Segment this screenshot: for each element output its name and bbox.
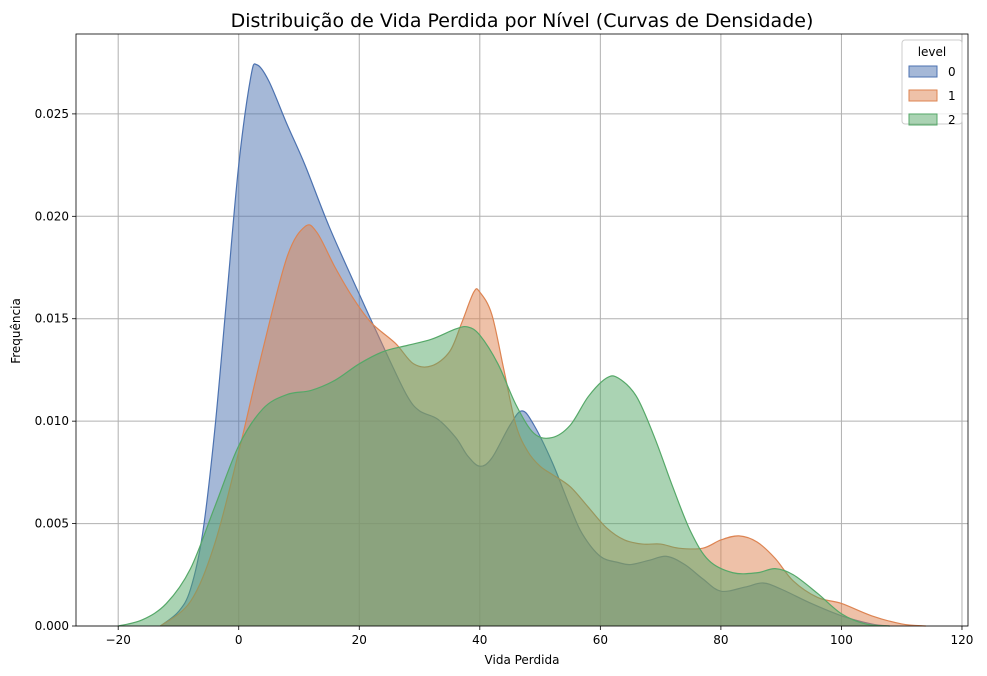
legend-title: level <box>918 45 947 59</box>
y-tick-label: 0.000 <box>35 619 69 633</box>
density-line-level-2 <box>118 325 890 627</box>
legend-items: 0 1 2 <box>908 65 956 127</box>
legend-swatch-level-0 <box>908 65 938 78</box>
y-tick-label: 0.010 <box>35 414 69 428</box>
x-tick-label: −20 <box>106 633 131 647</box>
legend-label-level-0: 0 <box>948 65 956 79</box>
legend-swatch-level-1 <box>908 89 938 102</box>
x-tick-label: 0 <box>235 633 243 647</box>
ticks: −20 0 20 40 60 80 100 120 0.000 0.005 0.010 0.015 0.… <box>35 107 974 647</box>
legend: level 0 1 2 <box>901 39 963 127</box>
x-tick-label: 80 <box>713 633 728 647</box>
y-tick-label: 0.005 <box>35 517 69 531</box>
y-tick-label: 0.015 <box>35 312 69 326</box>
density-area-level-2 <box>118 326 890 626</box>
x-tick-label: 100 <box>830 633 853 647</box>
chart-title: Distribuição de Vida Perdida por Nível (… <box>231 10 814 32</box>
y-tick-label: 0.020 <box>35 209 69 223</box>
x-tick-label: 40 <box>472 633 487 647</box>
legend-label-level-2: 2 <box>948 113 956 127</box>
y-axis-label: Frequência <box>9 298 23 364</box>
plot-frame <box>75 33 969 627</box>
legend-label-level-1: 1 <box>948 89 956 103</box>
x-axis-label: Vida Perdida <box>485 653 560 667</box>
y-tick-label: 0.025 <box>35 107 69 121</box>
x-tick-label: 20 <box>352 633 367 647</box>
x-tick-label: 60 <box>593 633 608 647</box>
legend-swatch-level-2 <box>908 113 938 126</box>
x-tick-label: 120 <box>951 633 974 647</box>
density-areas <box>118 63 926 627</box>
